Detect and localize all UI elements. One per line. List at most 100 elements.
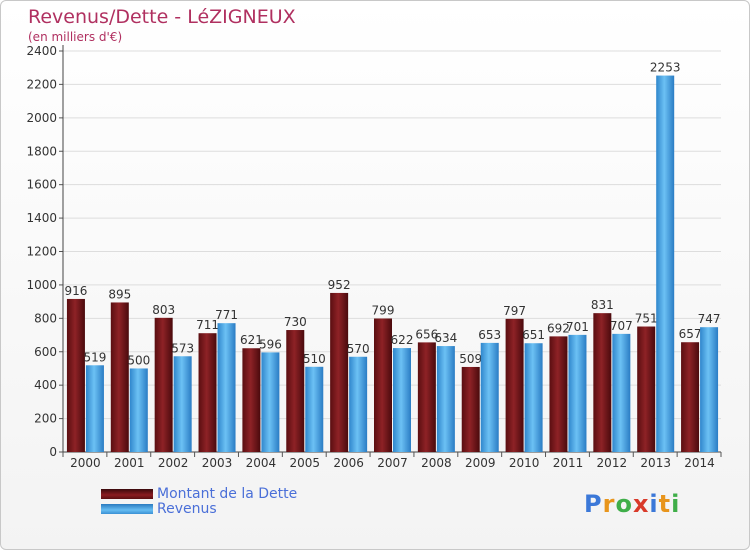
bar-revenus: [305, 366, 324, 452]
bar-dette: [374, 318, 392, 452]
x-tick-label: 2013: [640, 456, 671, 470]
bar-revenus: [612, 333, 631, 452]
x-tick-label: 2010: [509, 456, 540, 470]
bar-revenus: [524, 343, 543, 452]
bar-revenus: [85, 365, 104, 452]
data-label-dette: 509: [459, 352, 482, 366]
data-label-dette: 751: [635, 312, 658, 326]
bar-revenus: [656, 75, 675, 452]
x-tick-label: 2011: [553, 456, 584, 470]
logo-letter: t: [658, 490, 672, 518]
data-label-dette: 711: [196, 318, 219, 332]
data-label-dette: 895: [108, 287, 131, 301]
legend-label-dette: Montant de la Dette: [157, 486, 298, 502]
y-tick-label: 2200: [26, 77, 57, 91]
data-label-revenus: 622: [391, 333, 414, 347]
data-label-dette: 803: [152, 303, 175, 317]
data-label-revenus: 653: [478, 328, 501, 342]
legend-swatch-dette: [101, 489, 153, 499]
data-label-revenus: 596: [259, 337, 282, 351]
y-tick-label: 800: [34, 311, 57, 325]
chart-title: Revenus/Dette - LéZIGNEUX: [28, 6, 296, 28]
data-label-revenus: 573: [171, 341, 194, 355]
bar-revenus: [568, 334, 587, 452]
x-tick-label: 2005: [289, 456, 320, 470]
proxiti-logo: Proxiti: [584, 490, 680, 518]
data-label-dette: 797: [503, 304, 526, 318]
bar-dette: [505, 318, 524, 452]
data-label-revenus: 771: [215, 308, 238, 322]
y-tick-label: 1200: [26, 245, 57, 259]
logo-letter: i: [671, 490, 681, 518]
x-tick-label: 2007: [377, 456, 408, 470]
logo-letter: o: [615, 490, 633, 518]
bar-dette: [549, 336, 568, 452]
y-tick-label: 1600: [26, 178, 57, 192]
data-label-dette: 657: [679, 327, 702, 341]
y-tick-label: 200: [34, 412, 57, 426]
bar-dette: [110, 302, 129, 452]
logo-letter: r: [602, 490, 616, 518]
legend-label-revenus: Revenus: [157, 501, 217, 517]
data-label-dette: 656: [415, 327, 438, 341]
y-tick-label: 2000: [26, 111, 57, 125]
x-tick-label: 2004: [246, 456, 277, 470]
y-tick-label: 0: [49, 445, 57, 459]
data-label-dette: 692: [547, 321, 570, 335]
legend-swatch-revenus: [101, 504, 153, 514]
data-label-dette: 952: [328, 278, 351, 292]
bar-dette: [461, 366, 480, 452]
y-tick-label: 1400: [26, 211, 57, 225]
data-label-revenus: 500: [127, 353, 150, 367]
bar-revenus: [129, 368, 148, 452]
bar-dette: [286, 330, 305, 452]
bar-dette: [637, 326, 656, 452]
data-label-dette: 621: [240, 333, 263, 347]
data-label-revenus: 2253: [650, 61, 681, 75]
data-label-revenus: 570: [347, 342, 370, 356]
bar-dette: [330, 292, 349, 452]
chart-subtitle: (en milliers d'€): [28, 30, 123, 44]
data-label-revenus: 510: [303, 352, 326, 366]
y-tick-label: 400: [34, 378, 57, 392]
logo-letter: i: [649, 490, 659, 518]
bar-dette: [417, 342, 436, 452]
x-tick-label: 2008: [421, 456, 452, 470]
data-label-dette: 916: [64, 284, 87, 298]
bar-dette: [681, 342, 700, 452]
x-tick-label: 2006: [333, 456, 364, 470]
x-tick-label: 2000: [70, 456, 101, 470]
bar-dette: [66, 298, 85, 452]
y-tick-label: 2400: [26, 44, 57, 58]
data-label-revenus: 634: [434, 331, 457, 345]
bar-dette: [154, 317, 173, 452]
data-label-dette: 799: [372, 304, 395, 318]
data-label-revenus: 651: [522, 328, 545, 342]
data-label-dette: 730: [284, 315, 307, 329]
bar-dette: [242, 348, 261, 452]
x-tick-label: 2009: [465, 456, 496, 470]
bar-revenus: [436, 346, 455, 452]
x-tick-label: 2014: [684, 456, 715, 470]
bar-dette: [593, 313, 612, 452]
bar-revenus: [261, 352, 280, 452]
bar-revenus: [393, 348, 411, 452]
data-label-revenus: 747: [698, 312, 721, 326]
bar-revenus: [700, 327, 719, 452]
x-tick-label: 2001: [114, 456, 145, 470]
x-tick-label: 2002: [158, 456, 189, 470]
data-label-dette: 831: [591, 298, 614, 312]
data-label-revenus: 701: [566, 320, 589, 334]
bar-revenus: [349, 356, 368, 452]
y-tick-label: 1800: [26, 144, 57, 158]
bar-revenus: [480, 342, 499, 452]
bar-dette: [198, 333, 217, 452]
logo-letter: P: [584, 490, 603, 518]
data-label-revenus: 519: [83, 350, 106, 364]
y-tick-label: 1000: [26, 278, 57, 292]
bar-revenus: [173, 356, 192, 452]
x-tick-label: 2003: [202, 456, 233, 470]
data-label-revenus: 707: [610, 319, 633, 333]
